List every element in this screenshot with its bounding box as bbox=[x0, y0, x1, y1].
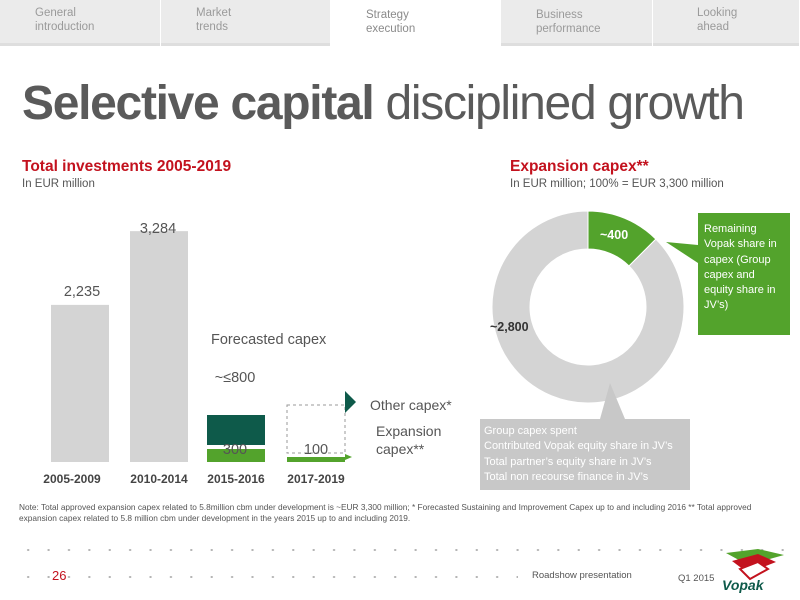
callout-gray-line-3: Total partner’s equity share in JV’s bbox=[484, 455, 652, 468]
callout-gray-line-4: Total non recourse finance in JV’s bbox=[484, 470, 649, 483]
bar-label-2005-2009: 2,235 bbox=[63, 284, 101, 300]
bar-label-other-capex: 500 bbox=[222, 397, 248, 413]
bar-2010-2014 bbox=[130, 231, 188, 462]
x-label-2010-2014: 2010-2014 bbox=[130, 472, 188, 486]
title-regular: disciplined growth bbox=[385, 77, 745, 130]
right-section-title: Expansion capex** bbox=[510, 158, 649, 176]
left-section-title: Total investments 2005-2019 bbox=[22, 158, 232, 175]
x-label-2015-2016: 2015-2016 bbox=[207, 472, 265, 486]
expansion-capex-donut bbox=[480, 210, 790, 490]
title-bold: Selective capital bbox=[22, 77, 375, 130]
legend-marker-other-capex bbox=[345, 391, 356, 413]
legend-other-capex: Other capex* bbox=[370, 397, 452, 413]
right-title-main: Expansion capex bbox=[510, 158, 637, 175]
right-title-stars: ** bbox=[636, 158, 649, 175]
donut-slice-1 bbox=[491, 210, 685, 404]
x-label-2017-2019: 2017-2019 bbox=[287, 472, 345, 486]
bar-label-2010-2014: 3,284 bbox=[139, 221, 177, 237]
logo-white-stroke bbox=[738, 560, 770, 581]
bar-other-capex-2015-2016 bbox=[207, 415, 265, 445]
footer-period: Q1 2015 bbox=[678, 573, 715, 584]
slice-label-spent: ~2,800 bbox=[490, 320, 529, 334]
page-title: Selective capital disciplined growth bbox=[22, 76, 745, 132]
dotted-divider-bottom bbox=[18, 576, 518, 578]
legend-expansion-capex: Expansion capex** bbox=[376, 423, 442, 457]
callout-gray-line-2: Contributed Vopak equity share in JV’s bbox=[484, 440, 673, 453]
callout-gray-line-1: Group capex spent bbox=[484, 425, 577, 437]
logo-wordmark: Vopak bbox=[722, 577, 765, 593]
bar-label-expansion-2015-2016: 300 bbox=[222, 442, 248, 458]
legend-marker-expansion-capex bbox=[345, 454, 352, 460]
callout-green-box bbox=[666, 213, 790, 335]
bar-label-expansion-2017-2019: 100 bbox=[303, 442, 329, 458]
tab-general-introduction[interactable]: General introduction bbox=[0, 0, 161, 46]
tab-looking-ahead[interactable]: Looking ahead bbox=[653, 0, 800, 46]
section-tabs: General introduction Market trends Strat… bbox=[0, 0, 800, 46]
footer-presentation: Roadshow presentation bbox=[532, 570, 632, 581]
footnote: Note: Total approved expansion capex rel… bbox=[19, 502, 752, 523]
tab-market-trends[interactable]: Market trends bbox=[161, 0, 331, 46]
callout-gray-text: Group capex spent Contributed Vopak equi… bbox=[484, 424, 694, 485]
tab-strategy-execution[interactable]: Strategy execution bbox=[331, 0, 501, 46]
forecast-total-label: ~≤800 bbox=[214, 370, 256, 386]
bar-expansion-2015-2016 bbox=[207, 449, 265, 462]
x-label-2005-2009: 2005-2009 bbox=[43, 472, 101, 486]
page-number: 26 bbox=[52, 568, 67, 583]
tab-business-performance[interactable]: Business performance bbox=[501, 0, 653, 46]
vopak-logo: Vopak bbox=[722, 549, 784, 593]
callout-green-text: Remaining Vopak share in capex (Group ca… bbox=[704, 223, 777, 312]
dotted-divider-top bbox=[18, 549, 793, 551]
left-section-subtitle: In EUR million bbox=[22, 178, 95, 190]
callout-gray-box bbox=[480, 383, 690, 490]
bar-other-capex-2017-2019-outline bbox=[286, 404, 346, 454]
right-section-subtitle: In EUR million; 100% = EUR 3,300 million bbox=[510, 178, 724, 190]
slice-label-remaining: ~400 bbox=[600, 228, 629, 242]
investments-bar-chart bbox=[51, 231, 356, 462]
bar-2005-2009 bbox=[51, 304, 109, 462]
forecast-label: Forecasted capex bbox=[211, 332, 327, 348]
bar-expansion-2017-2019 bbox=[287, 457, 345, 462]
